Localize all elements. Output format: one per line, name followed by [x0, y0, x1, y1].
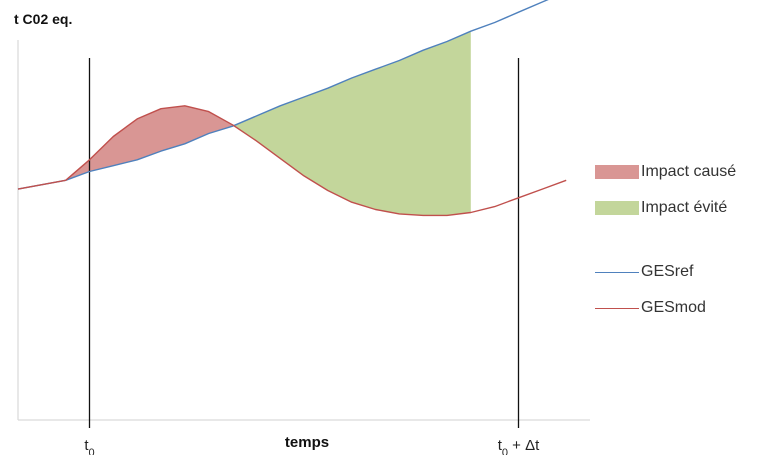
- y-axis-title: t C02 eq.: [14, 11, 73, 27]
- area-impact-evite: [232, 31, 471, 216]
- series-line-gesref: [17, 0, 549, 190]
- legend-line-gesref: [595, 271, 639, 273]
- legend-item-gesref: GESref: [595, 263, 693, 281]
- x-tick-label-1: t0 + Δt: [498, 437, 540, 455]
- x-tick-label-0: t0: [84, 437, 94, 455]
- legend-swatch-impact-cause: [595, 165, 639, 179]
- legend-label-gesmod: GESmod: [641, 299, 706, 316]
- legend-label-gesref: GESref: [641, 263, 694, 280]
- series-line-gesmod: [17, 105, 567, 217]
- legend-line-gesmod: [595, 307, 639, 309]
- legend-item-impact-cause: Impact causé: [595, 163, 736, 181]
- legend-label-impact-evite: Impact évité: [641, 199, 728, 216]
- legend-label-impact-cause: Impact causé: [641, 163, 737, 180]
- legend-item-impact-evite: Impact évité: [595, 199, 727, 217]
- area-impact-cause: [65, 105, 233, 181]
- x-axis-title: temps: [285, 434, 329, 451]
- legend-swatch-impact-evite: [595, 201, 639, 215]
- legend-item-gesmod: GESmod: [595, 299, 706, 317]
